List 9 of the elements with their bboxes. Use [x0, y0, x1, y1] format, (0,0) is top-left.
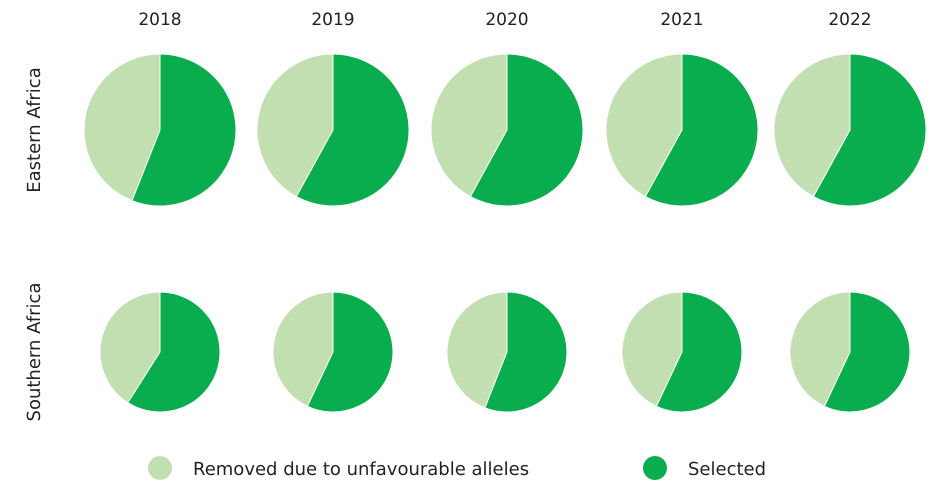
text: Southern Africa [24, 282, 45, 422]
chart-title: 2021 [660, 10, 704, 30]
legend-label: Removed due to unfavourable alleles [193, 459, 530, 480]
chart-title: 2019 [311, 10, 355, 30]
legend-label: Selected [688, 459, 766, 480]
chart-title: 2018 [138, 10, 182, 30]
text: Eastern Africa [24, 67, 45, 193]
chart-title: 2022 [828, 10, 872, 30]
chart-title: 2020 [485, 10, 529, 30]
